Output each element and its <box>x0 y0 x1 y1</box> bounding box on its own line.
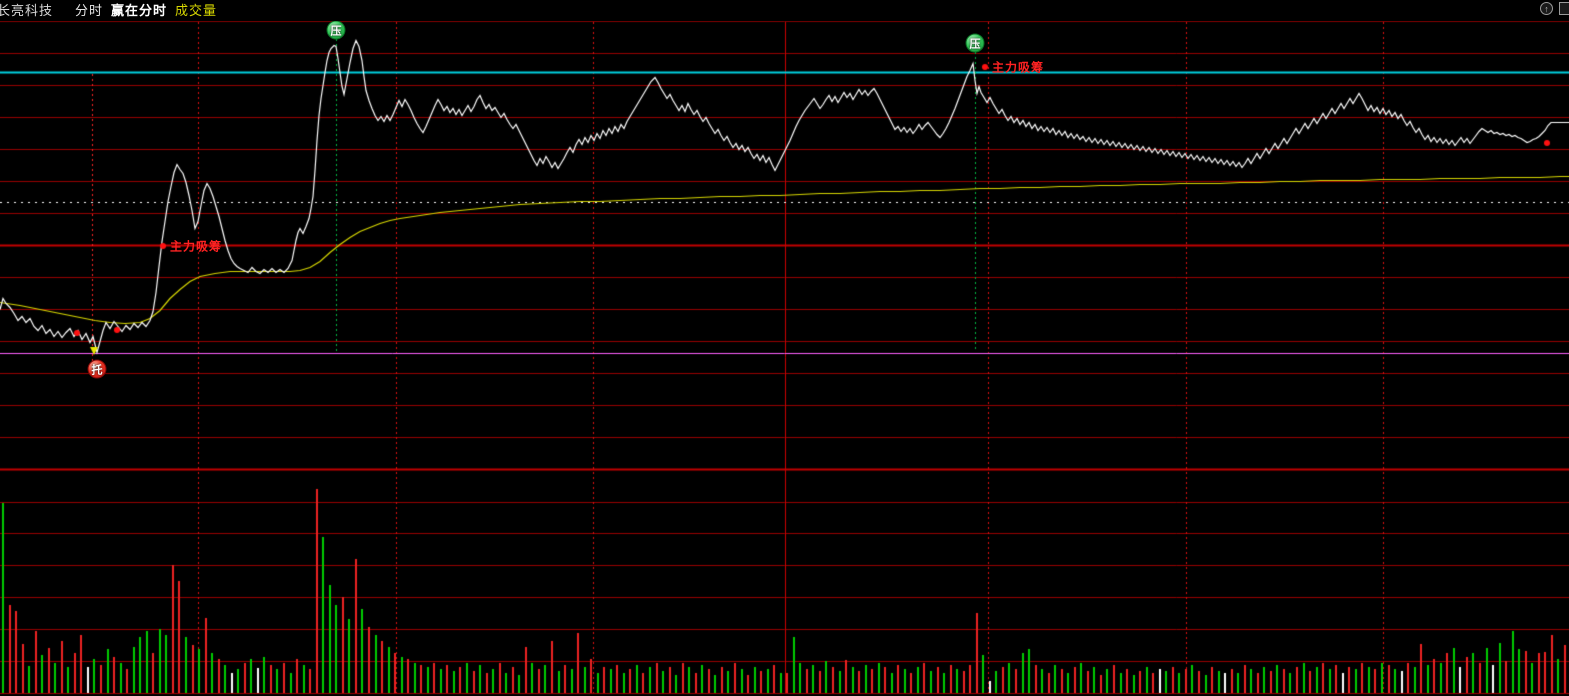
panel-toggle-icon[interactable] <box>1559 2 1569 15</box>
title-bar: 长亮科技 分时 赢在分时 成交量 ↑ <box>0 0 1569 21</box>
window-icon-group: ↑ <box>1540 2 1569 15</box>
tab-volume-indicator[interactable]: 成交量 <box>175 2 218 18</box>
stock-name: 长亮科技 <box>0 2 54 18</box>
collapse-up-icon[interactable]: ↑ <box>1540 2 1553 15</box>
tab-minute-chart[interactable]: 分时 <box>75 2 104 18</box>
tab-win-in-minute[interactable]: 赢在分时 <box>111 2 168 18</box>
